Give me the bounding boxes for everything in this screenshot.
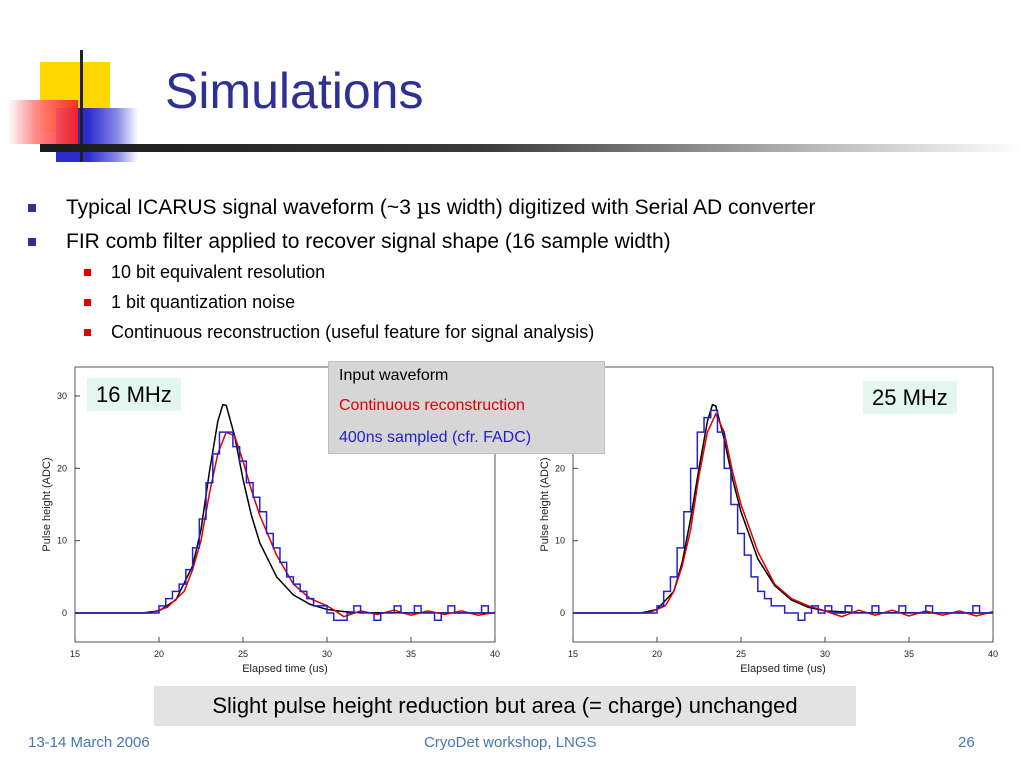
bullet-square-icon: [28, 204, 36, 212]
sub-bullet-square-icon: [84, 269, 91, 276]
frequency-tag-16mhz: 16 MHz: [87, 378, 181, 412]
legend-continuous-reconstruction: Continuous reconstruction: [339, 397, 525, 414]
legend-box: Input waveform Continuous reconstruction…: [328, 361, 605, 454]
x-tick-label: 15: [568, 649, 578, 659]
y-tick-label: 0: [62, 608, 67, 618]
x-tick-label: 35: [406, 649, 416, 659]
title-underline: [40, 144, 1024, 152]
y-tick-label: 0: [560, 608, 565, 618]
legend-input-waveform: Input waveform: [339, 367, 449, 384]
sub-bullet-text: 1 bit quantization noise: [111, 292, 296, 312]
y-tick-label: 20: [57, 463, 67, 473]
legend-sampled: 400ns sampled (cfr. FADC): [339, 429, 532, 446]
sub-bullet-reconstruction: Continuous reconstruction (useful featur…: [84, 322, 595, 344]
x-tick-label: 20: [652, 649, 662, 659]
bullet-text: FIR comb filter applied to recover signa…: [66, 230, 671, 253]
x-axis-label: Elapsed time (us): [740, 663, 826, 675]
y-axis-label: Pulse height (ADC): [41, 457, 53, 551]
vertical-line-decoration: [80, 50, 83, 162]
micro-symbol: µ: [416, 195, 431, 219]
bullet-text-start: Typical ICARUS signal waveform (~3: [66, 196, 417, 219]
x-tick-label: 30: [820, 649, 830, 659]
frequency-tag-25mhz: 25 MHz: [863, 381, 957, 415]
y-tick-label: 30: [57, 391, 67, 401]
sub-bullet-square-icon: [84, 329, 91, 336]
bullet-text-end: s width) digitized with Serial AD conver…: [430, 196, 816, 219]
footer-page-number: 26: [958, 734, 975, 751]
series-line-400ns-sampled-cfr-fadc: [75, 431, 495, 622]
y-tick-label: 20: [555, 463, 565, 473]
bullet-square-icon: [28, 238, 36, 246]
red-bar-decoration: [8, 100, 78, 144]
bullet-fir-filter: FIR comb filter applied to recover signa…: [28, 229, 671, 254]
x-tick-label: 25: [238, 649, 248, 659]
x-tick-label: 15: [70, 649, 80, 659]
slide-title: Simulations: [165, 63, 424, 119]
x-tick-label: 40: [988, 649, 998, 659]
sub-bullet-square-icon: [84, 299, 91, 306]
y-tick-label: 10: [555, 536, 565, 546]
footer-event: CryoDet workshop, LNGS: [424, 734, 597, 751]
y-tick-label: 10: [57, 536, 67, 546]
x-axis-label: Elapsed time (us): [242, 663, 328, 675]
footer-date: 13-14 March 2006: [28, 734, 150, 751]
summary-callout: Slight pulse height reduction but area (…: [154, 686, 856, 726]
sub-bullet-text: 10 bit equivalent resolution: [111, 262, 326, 282]
sub-bullet-noise: 1 bit quantization noise: [84, 292, 296, 314]
sub-bullet-text: Continuous reconstruction (useful featur…: [111, 322, 595, 342]
x-tick-label: 40: [490, 649, 500, 659]
x-tick-label: 20: [154, 649, 164, 659]
series-line-400ns-sampled-cfr-fadc: [573, 409, 993, 622]
bullet-signal-waveform: Typical ICARUS signal waveform (~3 µs wi…: [28, 195, 816, 220]
y-axis-label: Pulse height (ADC): [539, 457, 551, 551]
x-tick-label: 30: [322, 649, 332, 659]
series-line-continuous-reconstruction: [75, 431, 496, 618]
x-tick-label: 35: [904, 649, 914, 659]
sub-bullet-resolution: 10 bit equivalent resolution: [84, 262, 326, 284]
x-tick-label: 25: [736, 649, 746, 659]
